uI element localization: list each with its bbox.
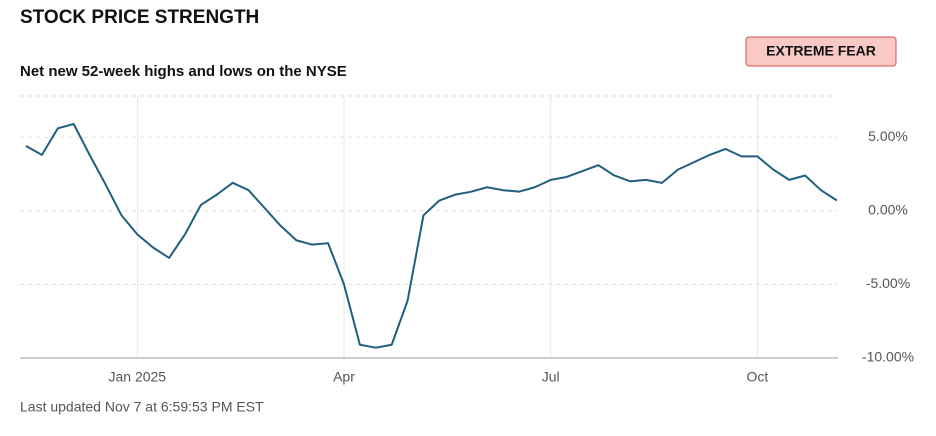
x-tick-label: Jan 2025	[108, 369, 166, 385]
y-tick-label: -5.00%	[866, 275, 910, 291]
x-tick-label: Jul	[542, 369, 560, 385]
chart-subtitle: Net new 52-week highs and lows on the NY…	[20, 63, 347, 80]
y-tick-label: 5.00%	[868, 128, 908, 144]
chart-title: STOCK PRICE STRENGTH	[20, 7, 259, 28]
line-series	[25, 122, 838, 349]
badge: EXTREME FEAR	[766, 43, 876, 59]
x-tick-label: Oct	[747, 369, 769, 385]
y-tick-label: 0.00%	[868, 202, 908, 218]
x-tick-label: Apr	[333, 369, 355, 385]
y-tick-label: -10.00%	[862, 349, 914, 365]
badge-box	[745, 36, 897, 67]
footnote: Last updated Nov 7 at 6:59:53 PM EST	[20, 399, 264, 415]
